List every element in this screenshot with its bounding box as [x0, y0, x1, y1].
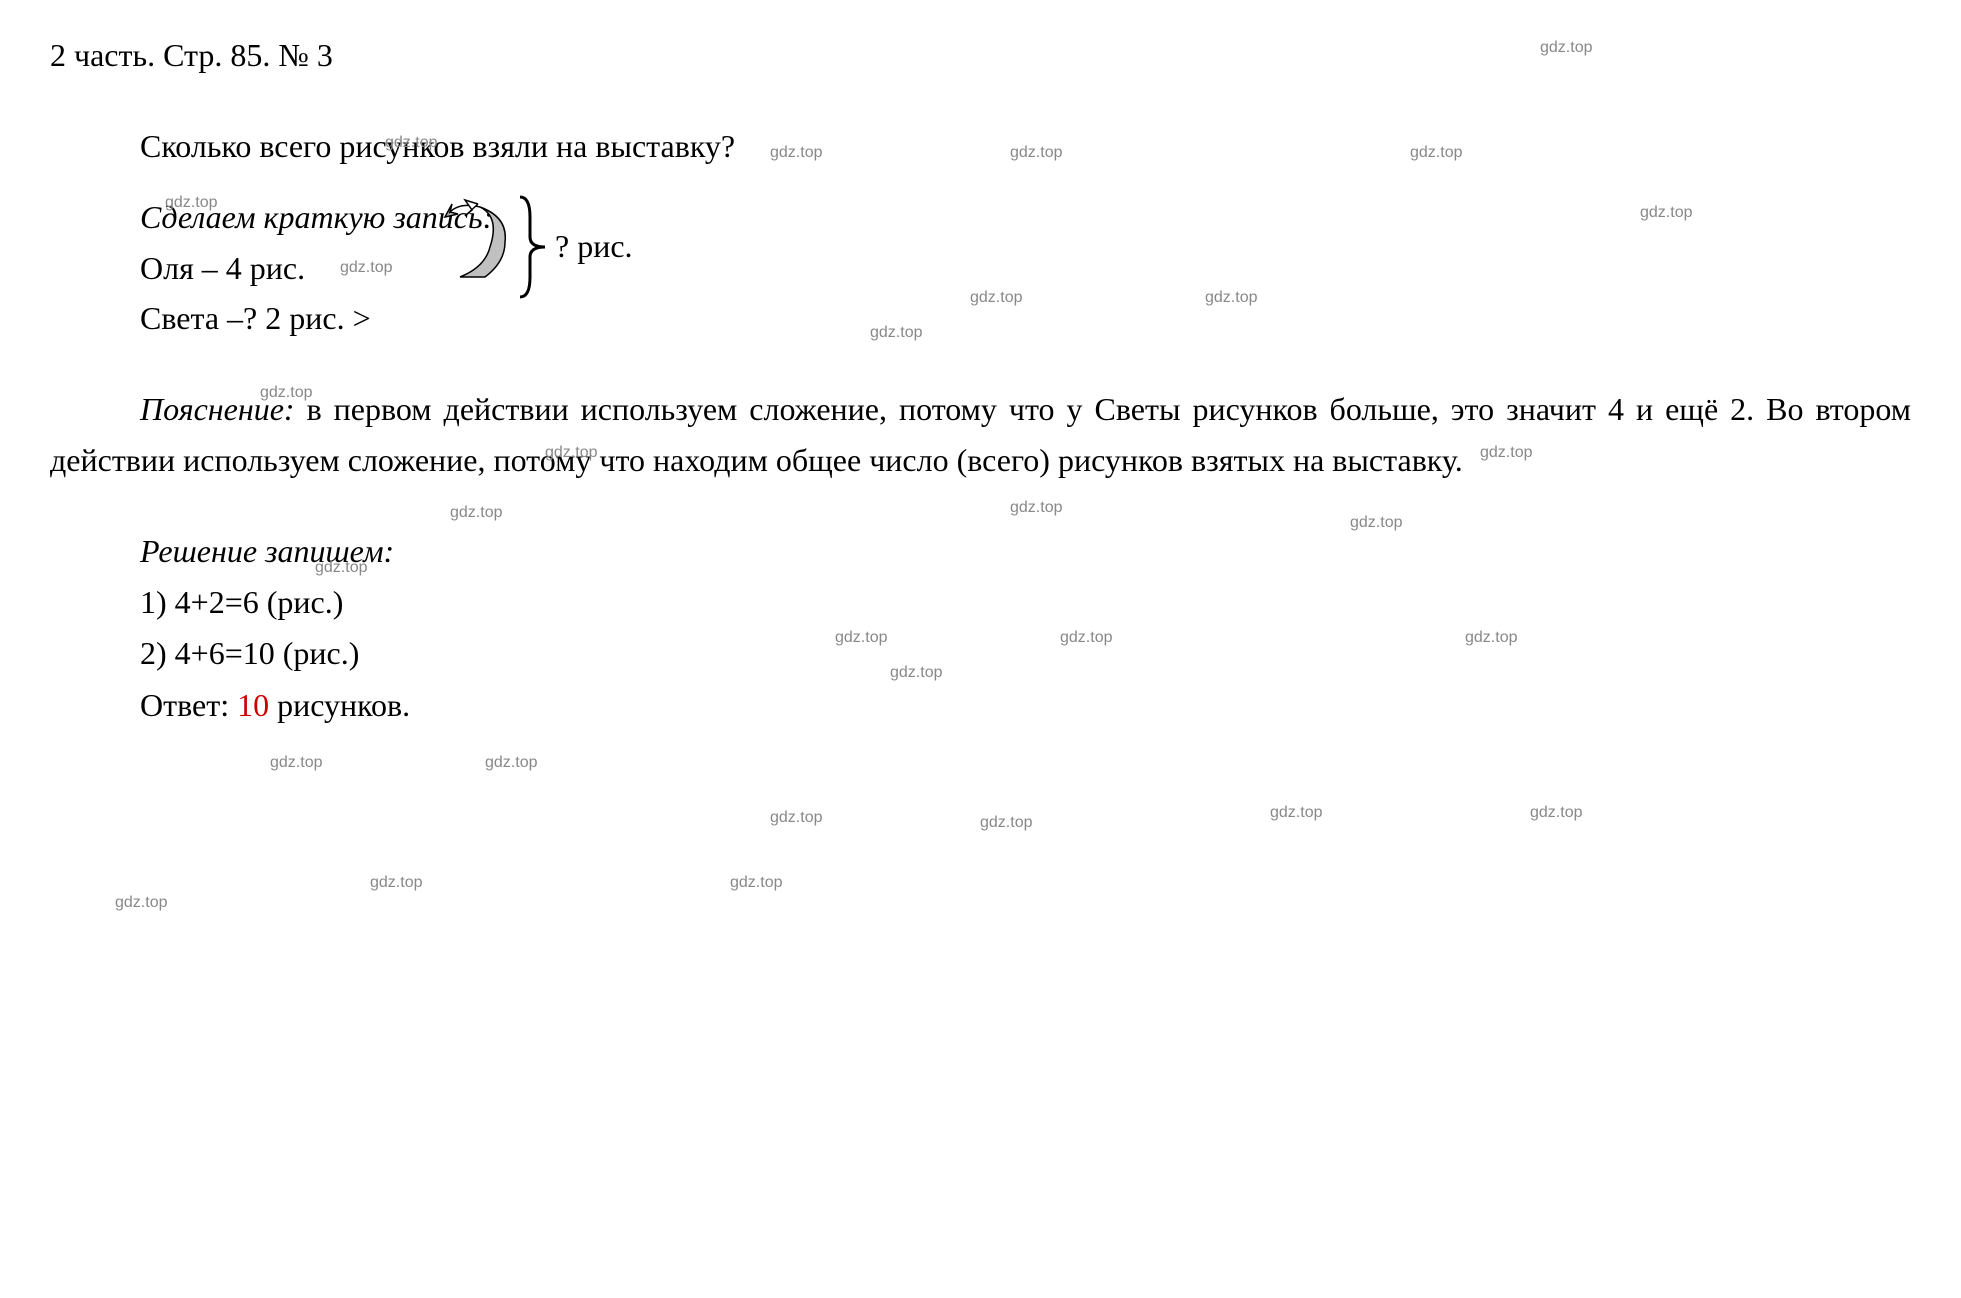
question-text: Сколько всего рисунков взяли на выставку…	[140, 128, 735, 164]
watermark-text: gdz.top	[450, 500, 502, 526]
solution-step-1: 1) 4+2=6 (рис.)	[140, 577, 1911, 628]
record-title: Сделаем краткую запись:	[140, 192, 1911, 243]
record-row-2: Света –? 2 рис. >	[140, 294, 1911, 344]
record-row-1: Оля – 4 рис.	[140, 244, 1911, 294]
watermark-text: gdz.top	[1530, 800, 1582, 826]
watermark-text: gdz.top	[1010, 495, 1062, 521]
record-row1-label: Оля – 4 рис.	[140, 243, 305, 294]
bracket-svg: ? рис.	[430, 192, 680, 302]
record-section: Сделаем краткую запись: Оля – 4 рис. Све…	[140, 192, 1911, 343]
header-text: 2 часть. Стр. 85. № 3	[50, 37, 333, 73]
solution-step-2: 2) 4+6=10 (рис.)	[140, 628, 1911, 679]
curly-brace-icon	[520, 197, 545, 297]
arrow-head-icon	[465, 200, 478, 216]
watermark-text: gdz.top	[770, 805, 822, 831]
bracket-diagram: ? рис.	[430, 192, 680, 292]
solution-answer: Ответ: 10 рисунков.	[140, 680, 1911, 731]
explanation-text: в первом действии используем сложение, п…	[50, 391, 1911, 478]
answer-suffix: рисунков.	[269, 687, 410, 723]
watermark-text: gdz.top	[980, 810, 1032, 836]
watermark-text: gdz.top	[370, 870, 422, 896]
watermark-text: gdz.top	[730, 870, 782, 896]
solution-title: Решение запишем:	[140, 526, 1911, 577]
answer-value: 10	[237, 687, 269, 723]
curved-arrow-icon	[445, 204, 505, 277]
answer-label: Ответ:	[140, 687, 237, 723]
solution-section: Решение запишем: 1) 4+2=6 (рис.) 2) 4+6=…	[140, 526, 1911, 731]
watermark-text: gdz.top	[270, 750, 322, 776]
explanation-section: Пояснение: в первом действии используем …	[50, 384, 1911, 486]
watermark-text: gdz.top	[485, 750, 537, 776]
watermark-text: gdz.top	[1270, 800, 1322, 826]
page-header: 2 часть. Стр. 85. № 3	[50, 30, 1911, 81]
record-row2-label: Света –? 2 рис. >	[140, 293, 371, 344]
bracket-result-text: ? рис.	[555, 228, 633, 264]
explanation-label: Пояснение:	[140, 391, 295, 427]
watermark-text: gdz.top	[115, 890, 167, 916]
question-section: Сколько всего рисунков взяли на выставку…	[140, 121, 1911, 172]
